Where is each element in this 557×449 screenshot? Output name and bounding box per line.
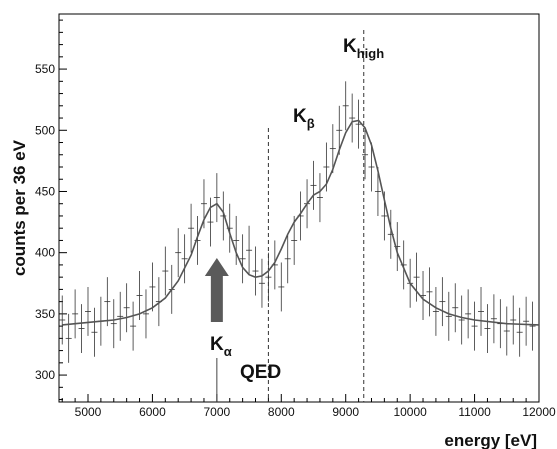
peak-label-subscript: α: [224, 344, 232, 359]
k-alpha-arrow: [204, 258, 229, 322]
peak-label: QED: [240, 362, 281, 383]
x-tick-label: 7000: [204, 405, 231, 419]
y-tick-label: 500: [35, 123, 55, 137]
x-tick-label: 10000: [393, 405, 427, 419]
peak-label: Kβ: [293, 106, 315, 131]
x-tick-label: 9000: [332, 405, 359, 419]
x-tick-label: 11000: [458, 405, 491, 419]
marker-lines: [216, 30, 365, 402]
peak-label-subscript: β: [307, 116, 315, 131]
x-axis-title: energy [eV]: [444, 431, 537, 449]
x-tick-label: 6000: [139, 405, 166, 419]
x-tick-label: 8000: [268, 405, 295, 419]
x-tick-label: 5000: [75, 405, 102, 419]
y-axis: 300 350 400 450 500 550: [35, 19, 67, 401]
y-tick-label: 450: [35, 184, 55, 198]
fit-curve: [62, 119, 540, 326]
x-axis: 5000 6000 7000 8000 9000 10000 11000 12000: [61, 394, 556, 419]
y-tick-label: 550: [35, 62, 55, 76]
peak-label: Kα: [210, 334, 232, 359]
plot-frame: [58, 13, 540, 403]
data-series: [59, 81, 536, 363]
y-tick-label: 350: [35, 307, 55, 321]
arrow-up-icon: [204, 258, 229, 322]
x-tick-label: 12000: [522, 405, 556, 419]
y-axis-title: counts per 36 eV: [10, 139, 29, 276]
y-tick-label: 300: [35, 368, 55, 382]
peak-label-subscript: high: [357, 46, 384, 61]
y-tick-label: 400: [35, 246, 55, 260]
